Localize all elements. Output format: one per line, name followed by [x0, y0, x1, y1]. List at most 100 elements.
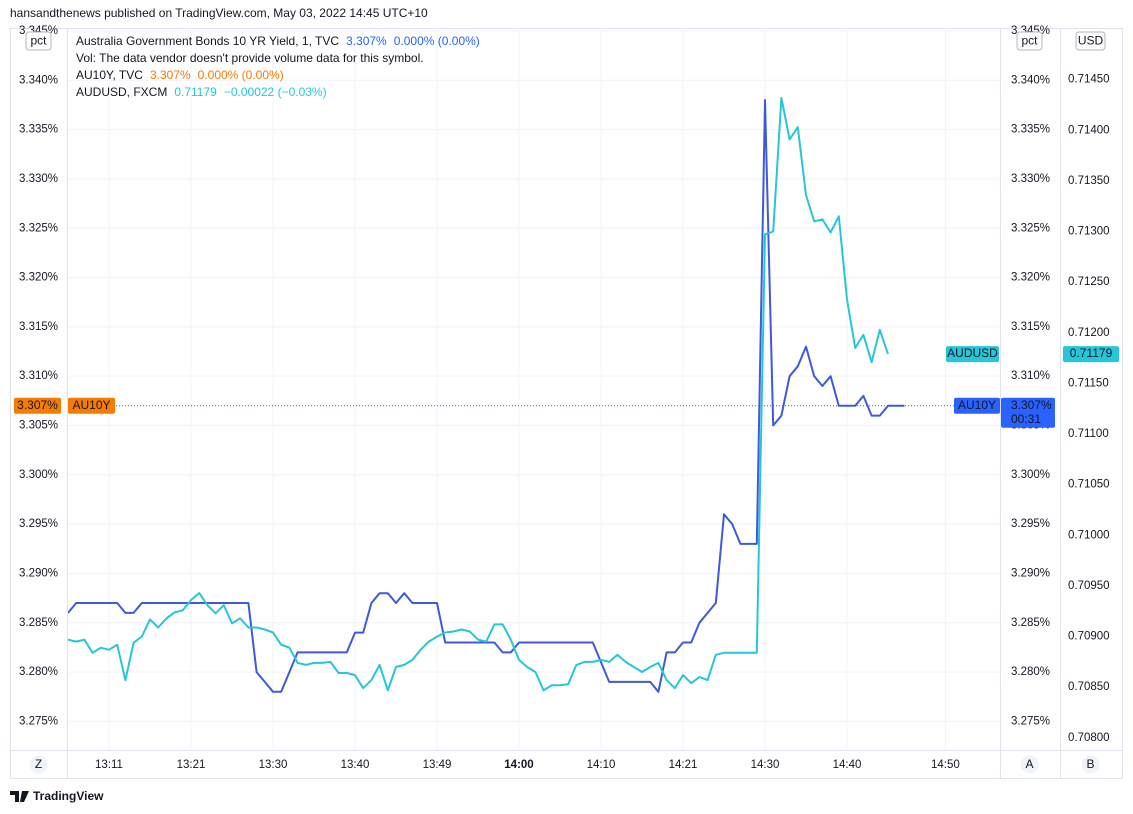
y2-tick-label: 0.71000 [1068, 529, 1110, 541]
price-tag [1063, 346, 1119, 363]
y-tick-label: 3.280% [19, 666, 58, 678]
y-tick-label: 3.275% [1011, 715, 1050, 727]
toolbar-label: B [1086, 757, 1094, 771]
plot [68, 96, 905, 693]
axis-units: pct pct USD [25, 31, 1106, 51]
y2-tick-label: 0.71400 [1068, 124, 1110, 136]
x-tick-label: 14:50 [931, 759, 960, 771]
legend-name: AU10Y, TVC [76, 68, 143, 82]
legend-price: 3.307% [346, 34, 387, 48]
price-tag-value: 3.307% [1011, 398, 1052, 412]
footer-logo: TradingView [10, 789, 104, 803]
unit-label: USD [1078, 34, 1104, 48]
y-tick-label: 3.295% [1011, 518, 1050, 530]
y2-tick-label: 0.70900 [1068, 631, 1110, 643]
x-tick-label: 13:21 [177, 759, 206, 771]
unit-box[interactable] [1075, 31, 1106, 51]
y-tick-label: 3.300% [19, 469, 58, 481]
unit-box[interactable] [25, 31, 52, 51]
y2-tick-label: 0.71100 [1068, 428, 1109, 440]
price-tag-countdown: 00:31 [1011, 412, 1041, 426]
y2-tick-label: 0.71300 [1068, 226, 1110, 238]
y-tick-label: 3.345% [1011, 25, 1050, 37]
y2-tick-label: 0.71250 [1068, 276, 1110, 288]
legend-price: 0.71179 [174, 85, 217, 99]
toolbar-button[interactable] [1020, 755, 1039, 774]
legend-change: 0.000% (0.00%) [198, 68, 284, 82]
legend-change: 0.000% (0.00%) [394, 34, 480, 48]
unit-label: pct [30, 34, 47, 48]
y2-tick-label: 0.70850 [1068, 681, 1110, 693]
x-tick-label: 14:30 [751, 759, 780, 771]
unit-box[interactable] [1016, 31, 1043, 51]
axes: 3.275% 3.275% 3.280% 3.280% 3.285% 3.285% 3.29… [19, 25, 1110, 771]
y2-tick-label: 0.71050 [1068, 479, 1110, 491]
x-tick-label: 14:10 [587, 759, 616, 771]
legend-row: Australia Government Bonds 10 YR Yield, … [76, 34, 480, 48]
unit-label: pct [1021, 34, 1038, 48]
toolbar-button[interactable] [1081, 755, 1100, 774]
toolbar-label: Z [35, 757, 42, 771]
y-tick-label: 3.325% [1011, 222, 1050, 234]
y-tick-label: 3.285% [1011, 617, 1050, 629]
y-tick-label: 3.305% [19, 420, 58, 432]
chart-frame [10, 28, 1123, 779]
x-tick-label: 13:11 [95, 759, 123, 771]
price-tag [14, 397, 61, 414]
series-tag [946, 346, 999, 363]
x-tick-label: 13:30 [259, 759, 288, 771]
x-tick-label: 14:40 [833, 759, 862, 771]
y-tick-label: 3.275% [19, 715, 58, 727]
y2-tick-label: 0.70800 [1068, 732, 1110, 744]
price-tag [1001, 397, 1055, 428]
legend-name: AUDUSD, FXCM [76, 85, 167, 99]
y-tick-label: 3.315% [19, 321, 58, 333]
legend-name: Australia Government Bonds 10 YR Yield, … [76, 34, 339, 48]
footer-brand: TradingView [33, 789, 104, 803]
y2-tick-label: 0.71350 [1068, 175, 1110, 187]
y-tick-label: 3.285% [19, 617, 58, 629]
toolbar-button[interactable] [29, 755, 48, 774]
y-tick-label: 3.290% [1011, 567, 1050, 579]
publish-header: hansandthenews published on TradingView.… [10, 6, 428, 20]
x-tick-label: 14:00 [504, 759, 533, 771]
bottom-toolbar: Z A B [29, 755, 1100, 774]
series-tag-name: AU10Y [958, 398, 996, 412]
series-tag-name: AUDUSD [947, 346, 998, 360]
series-line [68, 99, 905, 693]
toolbar-label: A [1025, 757, 1033, 771]
y2-tick-label: 0.71450 [1068, 74, 1110, 86]
series-tag [954, 397, 1000, 414]
legend-price: 3.307% [150, 68, 191, 82]
legend-change: −0.00022 (−0.03%) [224, 85, 327, 99]
grid [68, 28, 1000, 750]
y-tick-label: 3.320% [1011, 272, 1050, 284]
x-tick-label: 14:21 [669, 759, 698, 771]
y-tick-label: 3.335% [19, 124, 58, 136]
y-tick-label: 3.280% [1011, 666, 1050, 678]
y-tick-label: 3.315% [1011, 321, 1050, 333]
y-tick-label: 3.325% [19, 222, 58, 234]
legend: Australia Government Bonds 10 YR Yield, … [76, 34, 480, 99]
y-tick-label: 3.335% [1011, 124, 1050, 136]
y-tick-label: 3.330% [1011, 173, 1050, 185]
y-tick-label: 3.310% [19, 370, 58, 382]
series-line [68, 96, 889, 692]
y2-tick-label: 0.71150 [1068, 377, 1109, 389]
x-tick-label: 13:40 [341, 759, 370, 771]
y-tick-label: 3.310% [1011, 370, 1050, 382]
price-tag-value: 3.307% [17, 398, 58, 412]
legend-row: AUDUSD, FXCM 0.71179 −0.00022 (−0.03%) [76, 85, 327, 99]
y-tick-label: 3.300% [1011, 469, 1050, 481]
y-tick-label: 3.340% [1011, 74, 1050, 86]
logo-dot [22, 791, 26, 795]
y2-tick-label: 0.70950 [1068, 580, 1110, 592]
price-tag-value: 0.71179 [1070, 346, 1113, 360]
y-tick-label: 3.345% [19, 25, 58, 37]
y-tick-label: 3.295% [19, 518, 58, 530]
series-tag [68, 397, 115, 414]
volume-note: Vol: The data vendor doesn't provide vol… [76, 51, 424, 65]
series-tag-name: AU10Y [72, 398, 110, 412]
y-tick-label: 3.330% [19, 173, 58, 185]
